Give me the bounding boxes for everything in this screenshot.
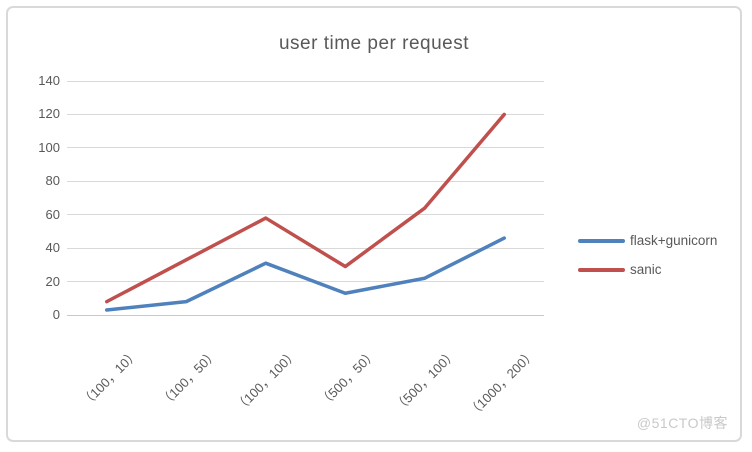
- y-axis-tick-label: 0: [52, 307, 60, 322]
- gridline: [67, 147, 544, 149]
- gridline: [67, 247, 544, 249]
- series-line-sanic: [105, 112, 506, 304]
- gridline: [67, 281, 544, 283]
- y-axis-tick-label: 140: [38, 73, 60, 88]
- chart-frame: user time per request flask+gunicorn sani…: [6, 6, 742, 442]
- legend-item: flask+gunicorn: [578, 226, 717, 255]
- gridline: [67, 214, 544, 216]
- gridline: [67, 180, 544, 182]
- gridline: [67, 113, 544, 115]
- gridline: [67, 80, 544, 82]
- zero-gridline: [67, 314, 544, 316]
- y-axis-tick-label: 40: [45, 240, 60, 256]
- y-axis-tick-label: 100: [38, 139, 60, 155]
- chart-title: user time per request: [278, 33, 470, 54]
- plot-area: [67, 80, 544, 316]
- watermark-text: @51CTO博客: [636, 415, 728, 431]
- series-line-flask-gunicorn: [105, 236, 506, 312]
- y-axis-tick-label: 80: [45, 173, 60, 189]
- legend-label: sanic: [630, 262, 662, 277]
- y-axis-tick-label: 60: [45, 206, 60, 222]
- legend-label: flask+gunicorn: [630, 233, 718, 248]
- legend: flask+gunicorn sanic: [578, 226, 717, 284]
- y-axis-tick-label: 20: [45, 273, 60, 289]
- legend-item: sanic: [578, 255, 717, 284]
- y-axis-tick-label: 120: [38, 106, 60, 122]
- legend-line-swatch: [578, 238, 625, 243]
- legend-line-swatch: [578, 267, 625, 272]
